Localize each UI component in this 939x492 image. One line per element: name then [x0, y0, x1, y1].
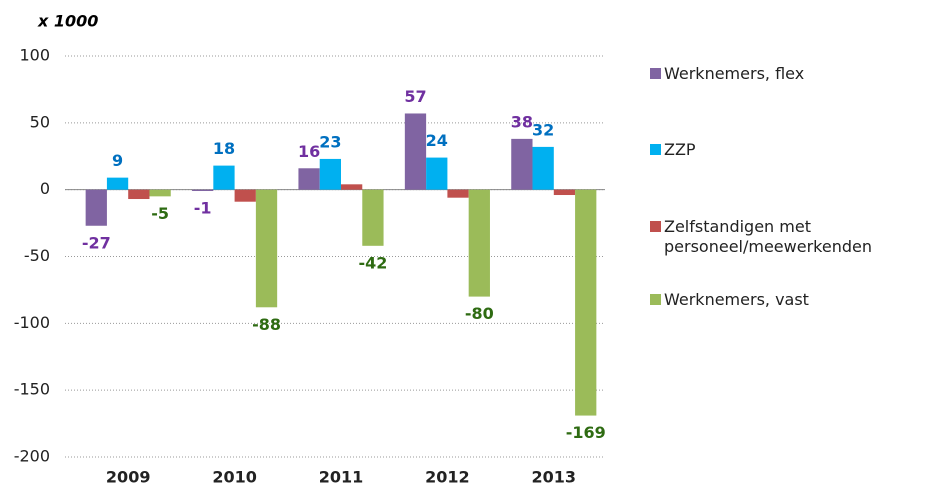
legend-swatch — [650, 294, 661, 305]
data-label: -88 — [252, 315, 281, 334]
legend-label: Werknemers, vast — [664, 290, 809, 309]
x-tick-label: 2009 — [106, 468, 151, 487]
bar — [468, 189, 490, 297]
data-label: 23 — [319, 132, 341, 151]
data-label: 57 — [404, 87, 426, 106]
y-tick-label: -50 — [24, 246, 50, 265]
bar — [255, 189, 278, 308]
bar — [149, 189, 171, 197]
x-tick-label: 2010 — [212, 468, 257, 487]
bar — [319, 158, 341, 190]
data-label: 9 — [112, 151, 123, 170]
data-label: 18 — [213, 139, 235, 158]
legend-item: Werknemers, vast — [650, 290, 900, 310]
y-tick-label: -100 — [14, 313, 50, 332]
bar — [575, 189, 597, 416]
y-tick-label: -200 — [14, 447, 50, 466]
data-label: -5 — [151, 204, 169, 223]
bar — [213, 165, 235, 190]
bar — [532, 146, 554, 190]
bar — [298, 168, 320, 190]
bar — [85, 189, 107, 226]
bar — [106, 177, 129, 190]
bar — [404, 113, 427, 190]
bar — [447, 189, 469, 198]
legend-label: Zelfstandigen met personeel/meewerkenden — [664, 217, 872, 256]
y-tick-label: -150 — [14, 380, 50, 399]
x-tick-label: 2011 — [319, 468, 364, 487]
bar — [234, 189, 256, 202]
data-label: -1 — [194, 199, 212, 218]
data-label: -42 — [358, 253, 387, 272]
legend-item: Werknemers, flex — [650, 64, 900, 84]
legend-item: Zelfstandigen met personeel/meewerkenden — [650, 217, 900, 257]
x-tick-label: 2013 — [532, 468, 577, 487]
data-label: 16 — [298, 142, 320, 161]
data-label: 38 — [511, 112, 533, 131]
data-label: -27 — [82, 233, 111, 252]
legend-label: ZZP — [664, 140, 696, 159]
bar — [553, 189, 576, 196]
data-label: -80 — [465, 304, 494, 323]
y-tick-label: 0 — [40, 179, 50, 198]
y-unit: x 1000 — [37, 12, 98, 31]
bar — [362, 189, 384, 246]
bar — [128, 189, 150, 200]
bar — [192, 189, 214, 192]
data-label: -169 — [566, 423, 606, 442]
legend-label: Werknemers, flex — [664, 64, 805, 83]
bar — [341, 184, 363, 190]
x-tick-label: 2012 — [425, 468, 470, 487]
legend-swatch — [650, 221, 661, 232]
data-label: 24 — [426, 131, 448, 150]
legend-item: ZZP — [650, 140, 900, 160]
legend-swatch — [650, 144, 661, 155]
bar — [426, 157, 448, 190]
y-tick-label: 50 — [30, 112, 50, 131]
y-tick-label: 100 — [19, 46, 50, 65]
bar — [511, 138, 533, 190]
data-label: 32 — [532, 120, 554, 139]
legend-swatch — [650, 68, 661, 79]
